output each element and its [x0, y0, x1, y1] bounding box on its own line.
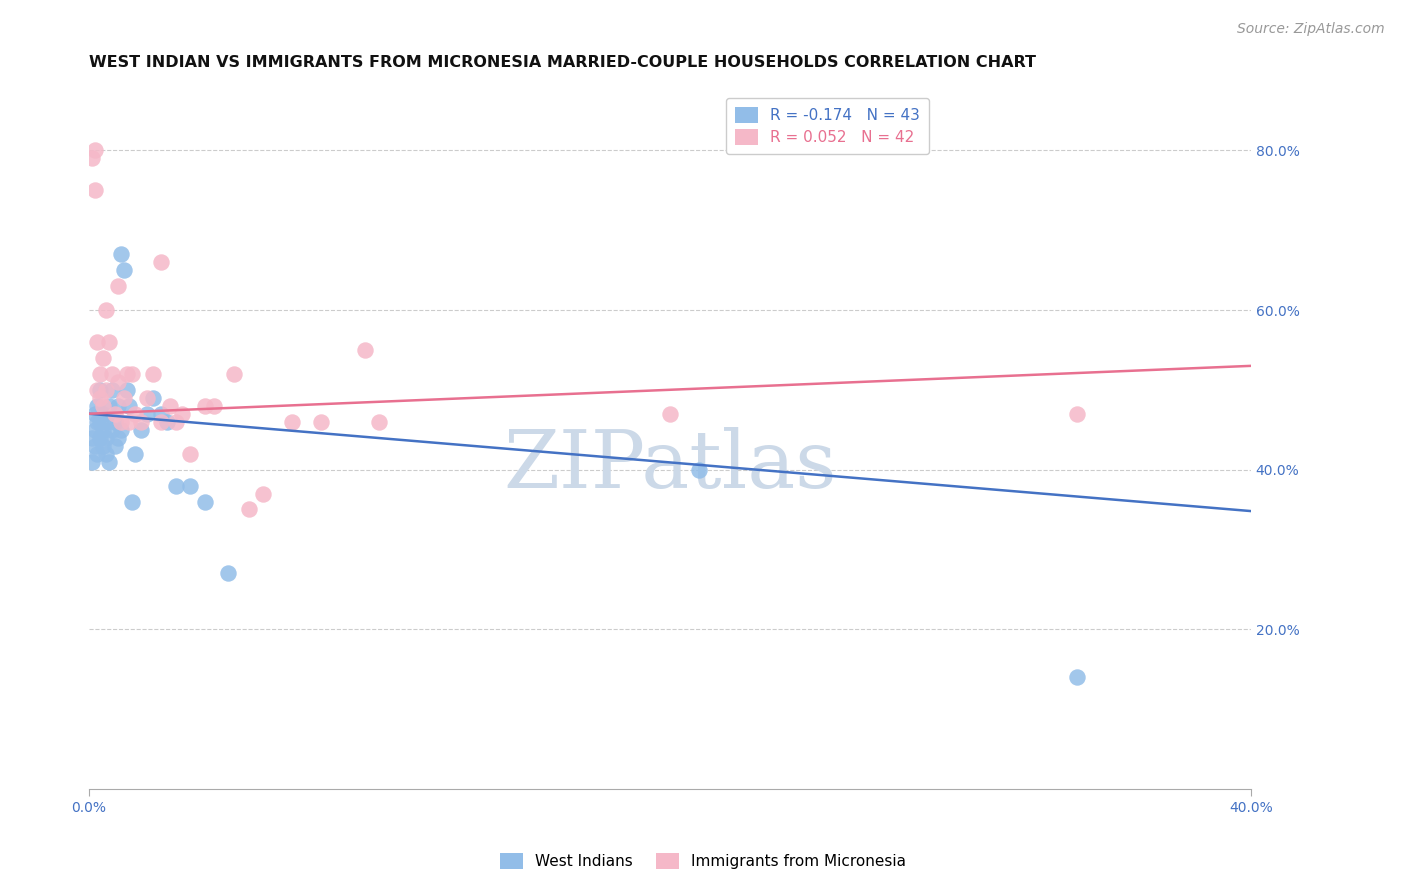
Point [121, 494, 143, 508]
Point [202, 399, 225, 413]
Point [142, 391, 165, 405]
Point [150, 415, 173, 429]
Point [252, 486, 274, 500]
Text: Source: ZipAtlas.com: Source: ZipAtlas.com [1237, 22, 1385, 37]
Point [688, 462, 710, 476]
Point [98, 454, 121, 468]
Point [1066, 670, 1088, 684]
Point [135, 391, 157, 405]
Point [89, 391, 111, 405]
Point [179, 447, 201, 461]
Point [89, 367, 111, 381]
Point [96, 383, 118, 397]
Point [80, 152, 103, 166]
Point [110, 415, 132, 429]
Text: ZIPatlas: ZIPatlas [503, 426, 837, 505]
Point [107, 399, 129, 413]
Point [96, 447, 118, 461]
Point [118, 415, 141, 429]
Legend: West Indians, Immigrants from Micronesia: West Indians, Immigrants from Micronesia [494, 847, 912, 875]
Point [83, 407, 105, 421]
Point [86, 383, 108, 397]
Legend: R = -0.174   N = 43, R = 0.052   N = 42: R = -0.174 N = 43, R = 0.052 N = 42 [725, 98, 929, 154]
Point [165, 415, 187, 429]
Point [107, 431, 129, 445]
Point [91, 439, 114, 453]
Point [658, 407, 681, 421]
Point [170, 407, 193, 421]
Point [83, 439, 105, 453]
Point [150, 407, 173, 421]
Point [101, 383, 124, 397]
Point [86, 334, 108, 349]
Point [353, 343, 375, 357]
Point [96, 415, 118, 429]
Point [238, 502, 260, 516]
Point [86, 447, 108, 461]
Point [83, 423, 105, 437]
Point [129, 415, 152, 429]
Point [159, 399, 181, 413]
Point [89, 383, 111, 397]
Point [115, 367, 138, 381]
Point [135, 407, 157, 421]
Point [217, 566, 239, 581]
Point [91, 423, 114, 437]
Point [101, 367, 124, 381]
Point [86, 415, 108, 429]
Point [101, 423, 124, 437]
Point [110, 423, 132, 437]
Point [96, 431, 118, 445]
Point [150, 255, 173, 269]
Point [194, 399, 217, 413]
Point [115, 383, 138, 397]
Point [80, 431, 103, 445]
Point [80, 454, 103, 468]
Point [309, 415, 332, 429]
Point [86, 399, 108, 413]
Point [165, 478, 187, 492]
Point [98, 399, 121, 413]
Point [368, 415, 391, 429]
Point [107, 375, 129, 389]
Point [104, 415, 127, 429]
Point [91, 399, 114, 413]
Point [121, 367, 143, 381]
Point [104, 439, 127, 453]
Point [107, 279, 129, 293]
Point [156, 415, 179, 429]
Point [194, 494, 217, 508]
Point [112, 263, 135, 277]
Point [91, 407, 114, 421]
Point [83, 144, 105, 158]
Point [142, 367, 165, 381]
Point [124, 407, 146, 421]
Point [179, 478, 201, 492]
Point [281, 415, 304, 429]
Point [96, 303, 118, 318]
Point [118, 399, 141, 413]
Point [124, 447, 146, 461]
Point [129, 423, 152, 437]
Point [1066, 407, 1088, 421]
Point [104, 407, 127, 421]
Point [98, 334, 121, 349]
Point [222, 367, 245, 381]
Point [89, 415, 111, 429]
Text: WEST INDIAN VS IMMIGRANTS FROM MICRONESIA MARRIED-COUPLE HOUSEHOLDS CORRELATION : WEST INDIAN VS IMMIGRANTS FROM MICRONESI… [89, 55, 1036, 70]
Point [89, 431, 111, 445]
Point [83, 183, 105, 197]
Point [110, 247, 132, 261]
Point [91, 351, 114, 365]
Point [112, 391, 135, 405]
